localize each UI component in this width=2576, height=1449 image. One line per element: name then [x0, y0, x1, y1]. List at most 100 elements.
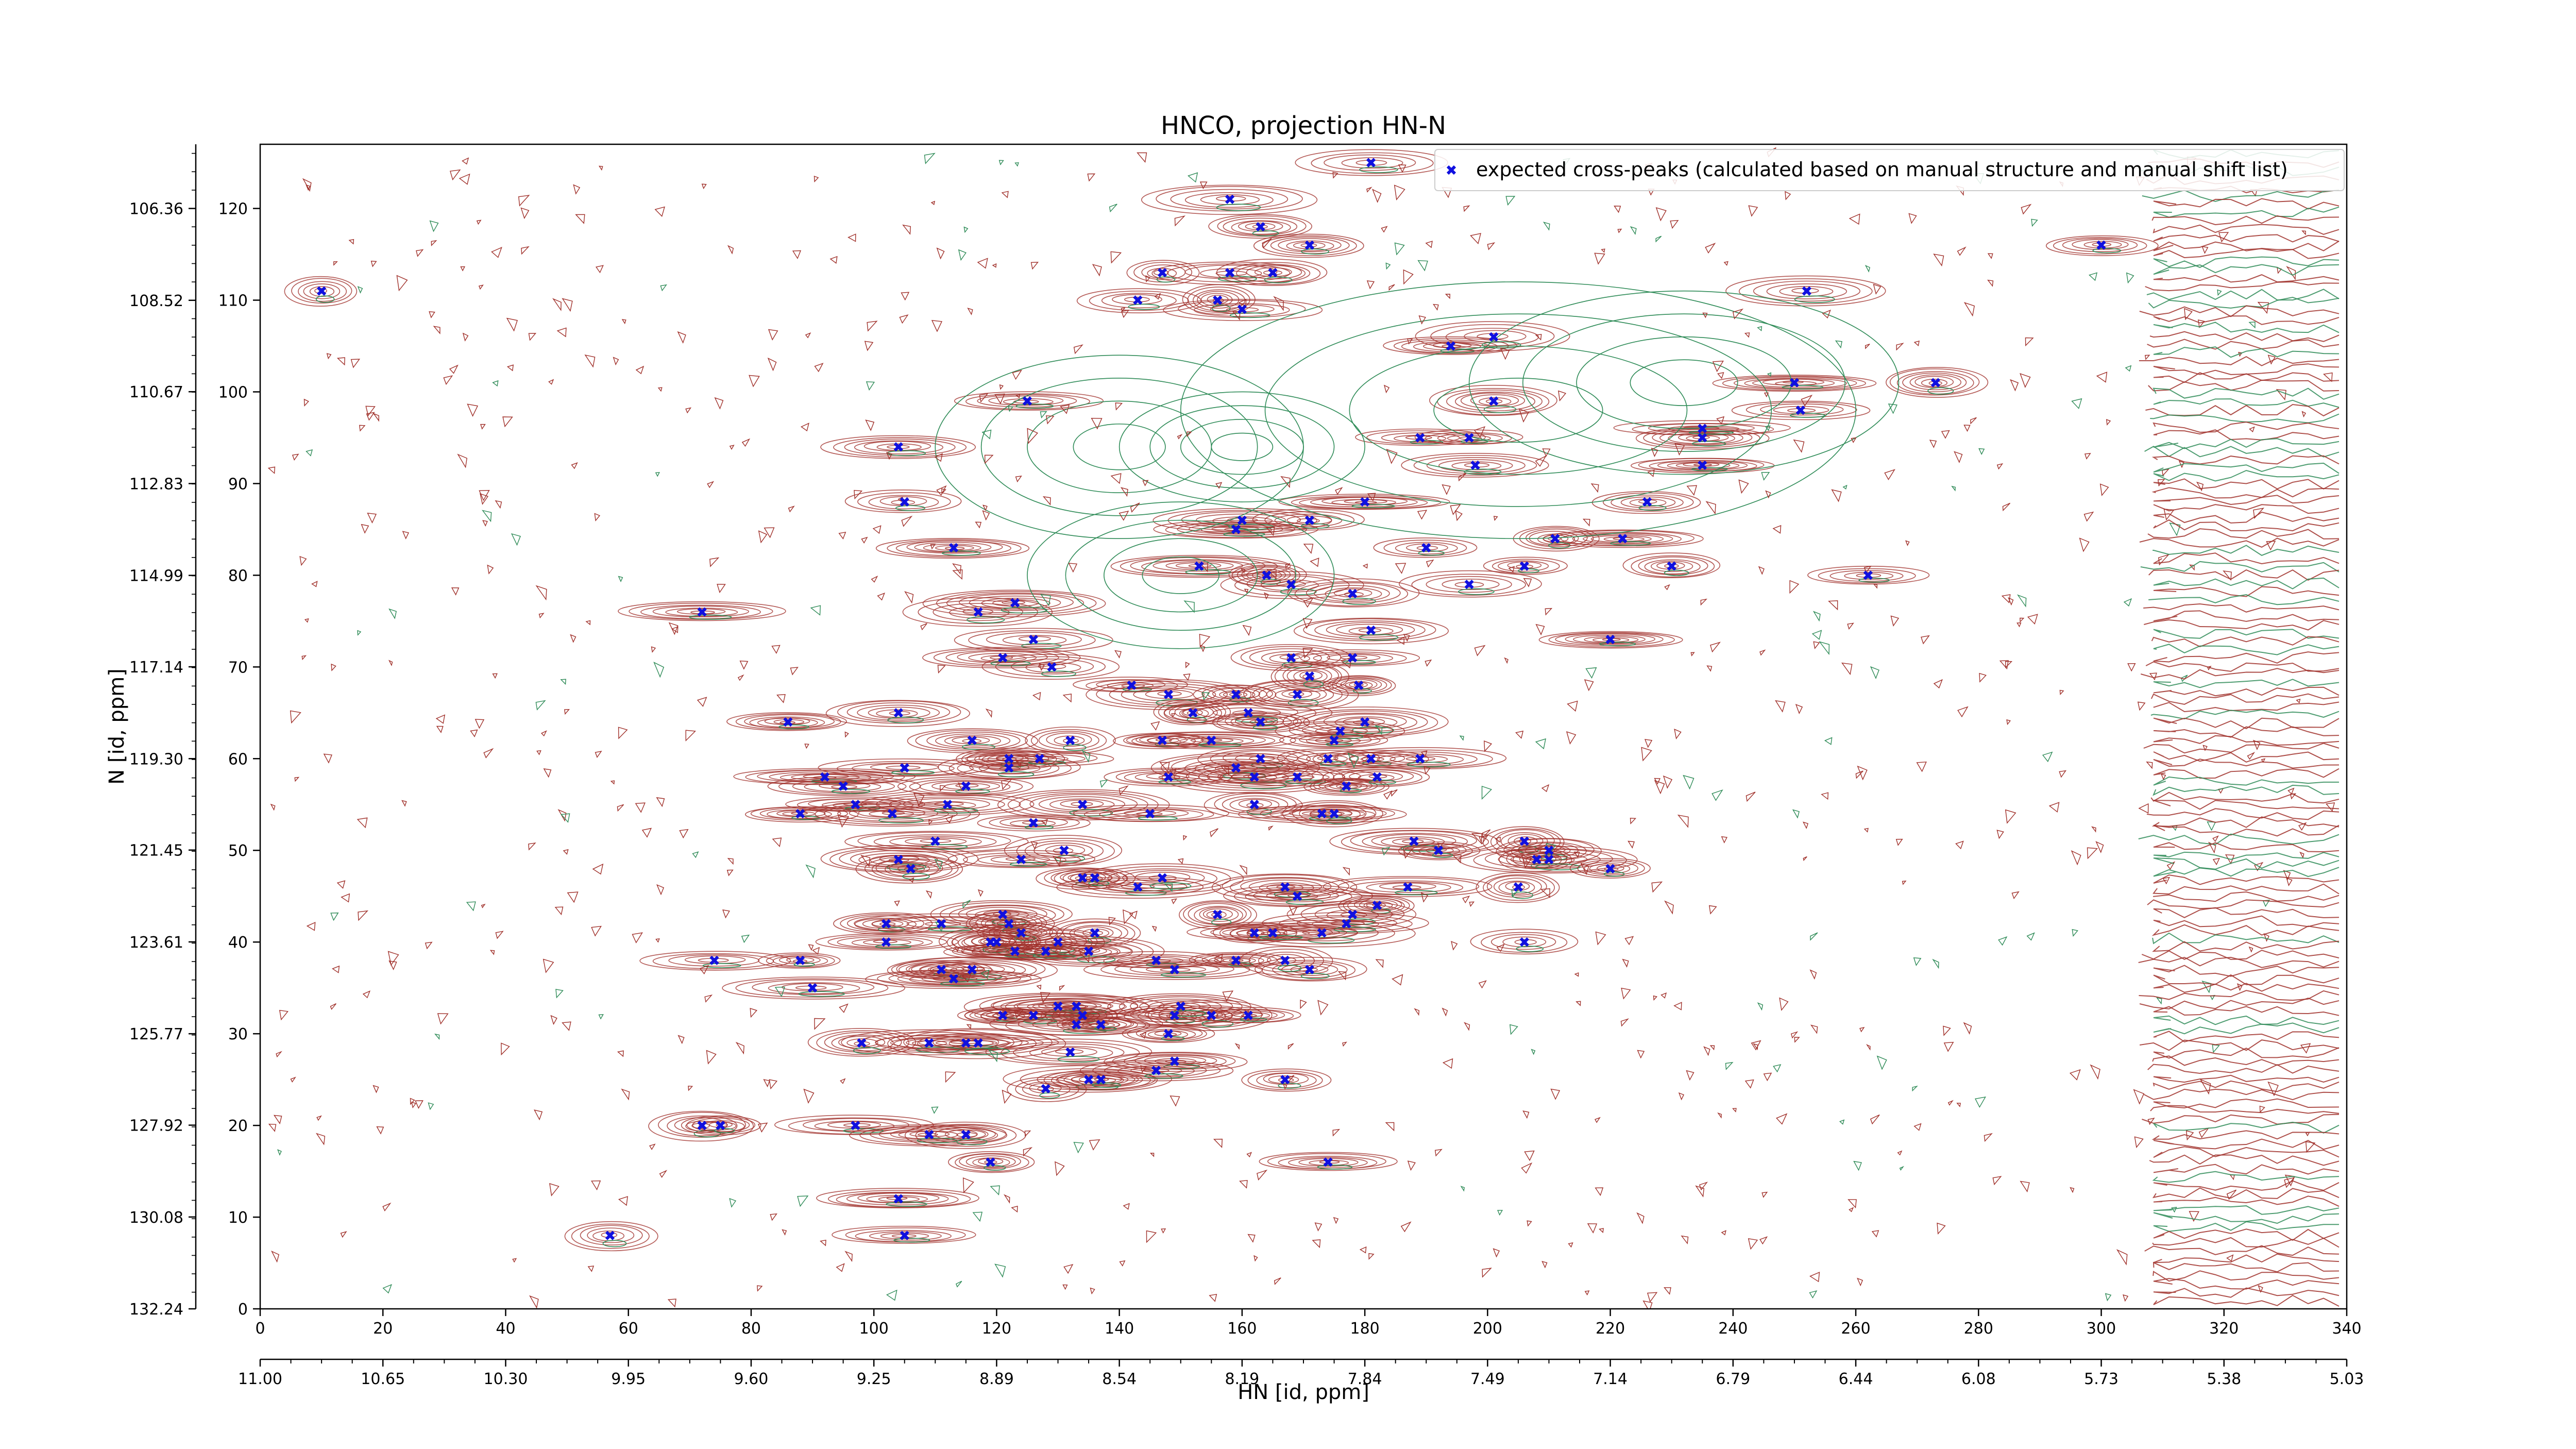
- peak-contour: [1371, 834, 1456, 848]
- cross-peak-marker: [893, 1194, 903, 1204]
- peak-contour: [851, 763, 955, 774]
- negative-contour: [967, 616, 1005, 624]
- peak-contour: [1314, 585, 1390, 602]
- cross-peak-marker: [1698, 460, 1707, 470]
- noise-contour: [2059, 770, 2066, 778]
- peak-contour: [860, 793, 1035, 816]
- peak-contour: [1451, 461, 1502, 470]
- noise-contour: [1621, 987, 1631, 1000]
- peak-contour: [1266, 686, 1327, 702]
- noise-contour: [1504, 657, 1509, 664]
- noise-contour: [729, 445, 735, 450]
- negative-contour: [1009, 862, 1047, 867]
- noise-contour: [941, 488, 946, 495]
- noise-contour: [866, 381, 875, 391]
- noise-contour: [1257, 1169, 1268, 1181]
- negative-contour: [1458, 588, 1495, 595]
- peak-contour: [284, 276, 358, 307]
- noise-contour: [1873, 283, 1882, 295]
- noise-contour: [1759, 649, 1766, 656]
- cross-peak-marker: [1151, 1066, 1161, 1075]
- noise-contour: [1458, 473, 1467, 482]
- negative-contour: [1858, 578, 1890, 583]
- cross-peak-marker: [1513, 882, 1523, 892]
- peak-contour: [876, 795, 1021, 814]
- peak-contour: [778, 955, 821, 965]
- noise-contour: [805, 864, 816, 879]
- noise-contour: [655, 472, 660, 477]
- negative-contour: [887, 716, 924, 723]
- noise-contour: [1268, 825, 1274, 831]
- peak-contour: [944, 735, 1001, 747]
- noise-contour: [1262, 238, 1272, 249]
- peak-contour: [1543, 529, 1704, 548]
- peak-contour: [1161, 762, 1345, 794]
- noise-contour: [1595, 1117, 1601, 1123]
- cross-peak-marker: [1028, 818, 1039, 828]
- noise-contour: [1310, 558, 1319, 567]
- cross-peak-marker: [1519, 937, 1529, 947]
- noise-contour: [560, 813, 570, 823]
- negative-contour: [1433, 377, 1603, 443]
- peak-contour: [1355, 428, 1486, 446]
- cross-peak-marker: [1802, 286, 1811, 296]
- noise-contour: [2127, 663, 2136, 672]
- noise-contour: [677, 1035, 685, 1044]
- peak-contour: [1222, 795, 1289, 814]
- noise-contour: [930, 200, 936, 206]
- noise-contour: [2020, 373, 2031, 388]
- noise-contour: [331, 663, 336, 671]
- cross-peak-marker: [1083, 1074, 1094, 1085]
- peak-contour: [1196, 704, 1298, 720]
- peak-contour: [1293, 242, 1326, 249]
- noise-contour: [1442, 1007, 1448, 1017]
- noise-contour: [1159, 762, 1170, 773]
- noise-contour: [1452, 854, 1462, 864]
- noise-contour: [1599, 1228, 1604, 1233]
- peak-contour: [767, 809, 832, 819]
- noise-contour: [492, 673, 498, 679]
- peak-contour: [1426, 457, 1526, 474]
- noise-contour: [306, 921, 316, 931]
- noise-contour: [940, 785, 946, 792]
- noise-contour: [1617, 228, 1622, 233]
- cross-peak-marker: [1157, 268, 1167, 278]
- noise-contour: [1515, 730, 1524, 739]
- peak-contour: [1200, 268, 1262, 278]
- noise-contour: [552, 298, 562, 311]
- edge-artifact-contour: [2153, 842, 2340, 853]
- noise-contour: [271, 1251, 280, 1263]
- peak-contour: [1401, 452, 1549, 478]
- noise-contour: [1493, 1248, 1500, 1258]
- noise-contour: [1451, 940, 1458, 951]
- peak-contour: [909, 974, 998, 985]
- noise-contour: [2161, 773, 2166, 781]
- peak-contour: [816, 1188, 979, 1208]
- noise-contour: [1335, 487, 1343, 495]
- noise-contour: [1187, 172, 1198, 183]
- noise-contour: [1497, 1210, 1503, 1216]
- noise-contour: [591, 1180, 601, 1191]
- noise-contour: [1896, 343, 1904, 351]
- noise-contour: [1473, 426, 1486, 438]
- cross-peak-marker: [605, 1231, 615, 1240]
- negative-contour: [1688, 430, 1734, 435]
- peak-contour: [639, 951, 791, 971]
- noise-contour: [1644, 739, 1653, 748]
- noise-contour: [1332, 1128, 1341, 1137]
- peak-contour: [965, 393, 1091, 410]
- peak-contour: [1029, 794, 1138, 814]
- peak-contour: [1738, 278, 1873, 305]
- peak-contour: [1101, 293, 1177, 309]
- peak-contour: [1415, 321, 1570, 351]
- edge-artifact-contour: [2153, 363, 2340, 375]
- noise-contour: [952, 569, 963, 580]
- noise-contour: [536, 750, 541, 755]
- noise-contour: [1285, 563, 1291, 569]
- noise-contour: [758, 530, 768, 544]
- edge-artifact-contour: [2153, 784, 2340, 796]
- noise-contour: [1996, 830, 2004, 839]
- edge-artifact-contour: [2147, 528, 2340, 540]
- noise-contour: [1651, 881, 1663, 893]
- peak-contour: [846, 1192, 949, 1206]
